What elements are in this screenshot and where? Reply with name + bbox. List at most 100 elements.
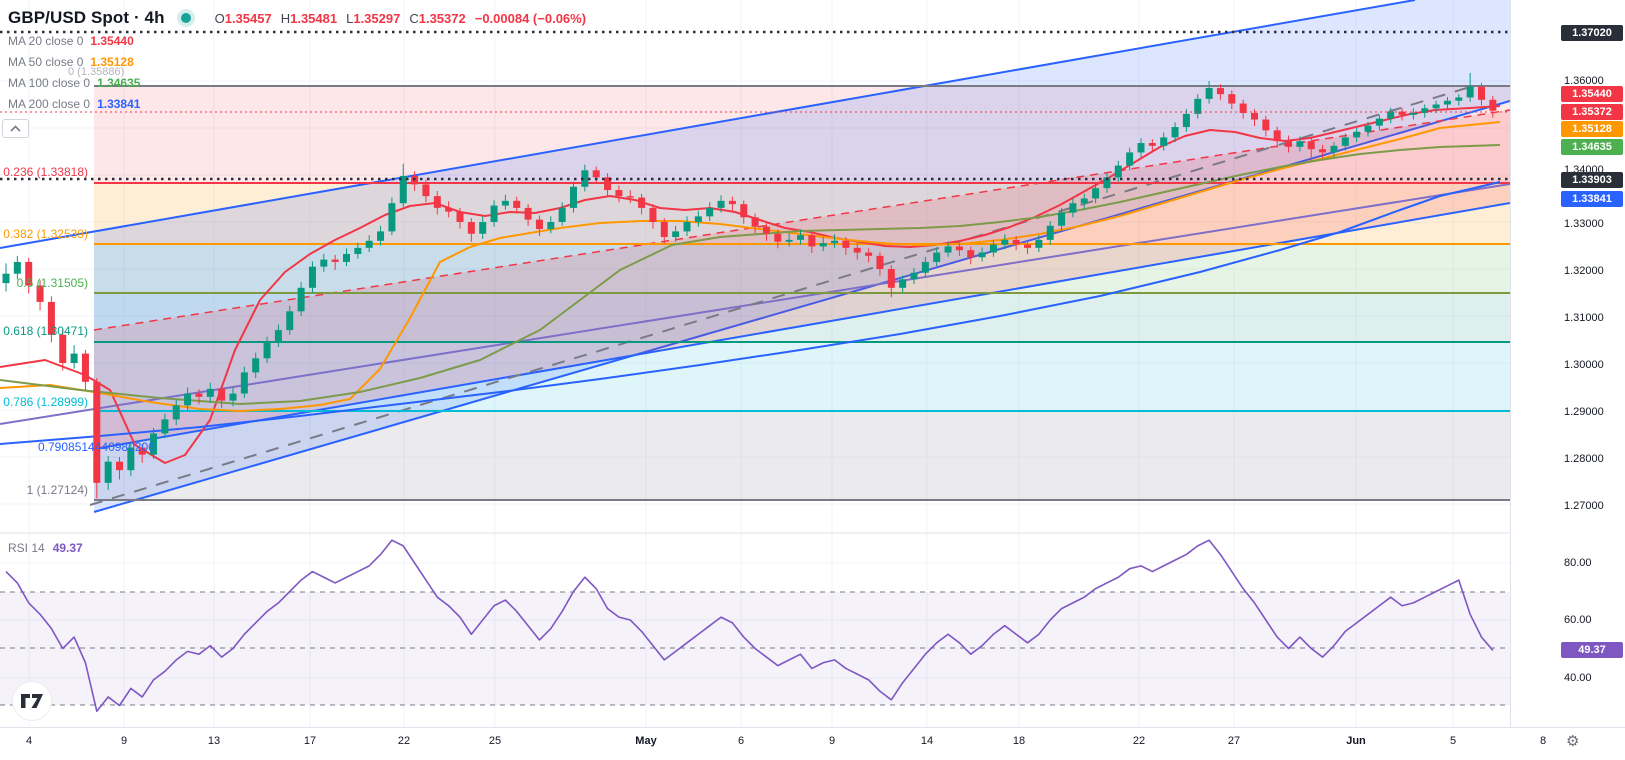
candle-body xyxy=(1251,112,1258,120)
candle-body xyxy=(59,334,67,363)
ohlc-values: O1.35457 H1.35481 L1.35297 C1.35372 −0.0… xyxy=(215,11,586,26)
candle-body xyxy=(490,205,498,222)
axis-price-badge: 1.34635 xyxy=(1561,139,1623,155)
chart-canvas[interactable] xyxy=(0,0,1510,727)
rsi-indicator-label: RSI 14 xyxy=(8,541,45,555)
candle-body xyxy=(831,240,839,244)
candle-body xyxy=(1341,137,1349,146)
candle-body xyxy=(331,259,339,262)
axis-time-label: 6 xyxy=(737,735,745,747)
candle-body xyxy=(2,273,10,284)
axis-price-label: 40.00 xyxy=(1564,672,1592,684)
indicator-label: MA 100 close 0 xyxy=(8,75,91,90)
candle-body xyxy=(297,287,305,312)
close-label: C xyxy=(409,10,419,26)
axis-price-label: 1.31000 xyxy=(1564,312,1604,324)
price-axis[interactable]: 1.36000 1.34000 1.33000 1.32000 1.31000 1.300… xyxy=(1510,0,1625,727)
indicator-row-ma-50-close-0[interactable]: MA 50 close 0 1.35128 xyxy=(8,51,586,72)
axis-time-label: 25 xyxy=(488,735,502,747)
chart-legend: GBP/USD Spot · 4h O1.35457 H1.35481 L1.3… xyxy=(8,6,586,114)
blue-channel-upper-line xyxy=(0,0,1416,249)
time-axis[interactable]: ⚙ 4 9 13 17 22 25 May 6 9 14 18 22 27 Jun 5 8 xyxy=(0,727,1625,760)
indicator-value: 1.34635 xyxy=(97,75,141,90)
indicator-row-ma-200-close-0[interactable]: MA 200 close 0 1.33841 xyxy=(8,93,586,114)
candle-body xyxy=(1443,100,1451,105)
candle-body xyxy=(706,207,714,217)
candle-body xyxy=(865,252,873,256)
candle-body xyxy=(513,200,521,208)
indicator-row-ma-20-close-0[interactable]: MA 20 close 0 1.35440 xyxy=(8,30,586,51)
candle-body xyxy=(1058,212,1066,226)
candle-body xyxy=(116,461,123,471)
open-value: 1.35457 xyxy=(224,10,272,26)
axis-price-badge: 1.35372 xyxy=(1561,104,1623,120)
candle-body xyxy=(195,393,203,397)
axis-price-badge: 49.37 xyxy=(1561,642,1623,658)
axis-time-label: 8 xyxy=(1539,735,1547,747)
candle-body xyxy=(933,252,941,262)
rsi-legend[interactable]: RSI 14 49.37 xyxy=(8,541,83,555)
candle-body xyxy=(252,358,260,373)
candle-body xyxy=(808,235,816,247)
symbol-row: GBP/USD Spot · 4h O1.35457 H1.35481 L1.3… xyxy=(8,6,586,30)
candle-body xyxy=(944,246,952,253)
candle-body xyxy=(1205,88,1213,99)
candle-body xyxy=(547,222,555,230)
candle-body xyxy=(388,203,396,232)
axis-time-label: 9 xyxy=(120,735,128,747)
ma200-line xyxy=(0,181,1501,445)
ma50-line xyxy=(0,121,1501,412)
candle-body xyxy=(740,204,748,218)
candle-body xyxy=(774,233,782,242)
candle-body xyxy=(717,200,725,208)
indicator-label: MA 200 close 0 xyxy=(8,96,91,111)
candle-body xyxy=(274,330,282,342)
candle-body xyxy=(501,200,509,206)
candle-body xyxy=(819,243,827,247)
axis-time-label: 14 xyxy=(920,735,934,747)
candle-body xyxy=(1353,131,1361,138)
close-value: 1.35372 xyxy=(418,10,466,26)
candle-body xyxy=(899,279,907,288)
candle-body xyxy=(1160,137,1168,146)
axis-time-label: 13 xyxy=(207,735,221,747)
tradingview-logo[interactable] xyxy=(12,681,52,721)
symbol-title[interactable]: GBP/USD Spot · 4h xyxy=(8,8,165,27)
candle-body xyxy=(694,216,702,222)
candle-body xyxy=(422,184,430,197)
axis-price-badge: 1.33903 xyxy=(1561,172,1623,188)
candle-body xyxy=(615,190,623,197)
market-status-icon[interactable] xyxy=(180,13,191,23)
candle-body xyxy=(365,240,373,248)
candle-body xyxy=(286,311,294,331)
candle-body xyxy=(728,200,736,205)
collapse-legend-button[interactable] xyxy=(2,119,29,138)
candle-body xyxy=(150,433,158,455)
high-value: 1.35481 xyxy=(290,10,338,26)
candle-body xyxy=(1296,141,1304,147)
candle-body xyxy=(1375,118,1383,126)
fib-band xyxy=(94,411,1510,500)
candle-body xyxy=(70,353,78,363)
indicator-row-ma-100-close-0[interactable]: MA 100 close 0 1.34635 xyxy=(8,72,586,93)
candle-body xyxy=(1307,141,1315,150)
candle-body xyxy=(978,252,986,258)
axis-time-label: 22 xyxy=(397,735,411,747)
candle-body xyxy=(127,447,135,471)
candle-body xyxy=(660,222,668,238)
candle-body xyxy=(785,239,793,242)
axis-price-badge: 1.37020 xyxy=(1561,25,1623,41)
candle-body xyxy=(138,447,146,455)
candle-body xyxy=(626,196,634,198)
axis-price-label: 1.36000 xyxy=(1564,75,1604,87)
axis-time-label: 27 xyxy=(1227,735,1241,747)
candle-body xyxy=(1080,198,1088,204)
ma100-line xyxy=(0,144,1501,405)
open-label: O xyxy=(214,10,225,26)
tradingview-logo-icon xyxy=(21,694,43,708)
candle-body xyxy=(762,226,770,234)
candle-body xyxy=(1216,88,1224,95)
gear-icon[interactable]: ⚙ xyxy=(1566,733,1580,750)
candle-body xyxy=(921,261,929,273)
